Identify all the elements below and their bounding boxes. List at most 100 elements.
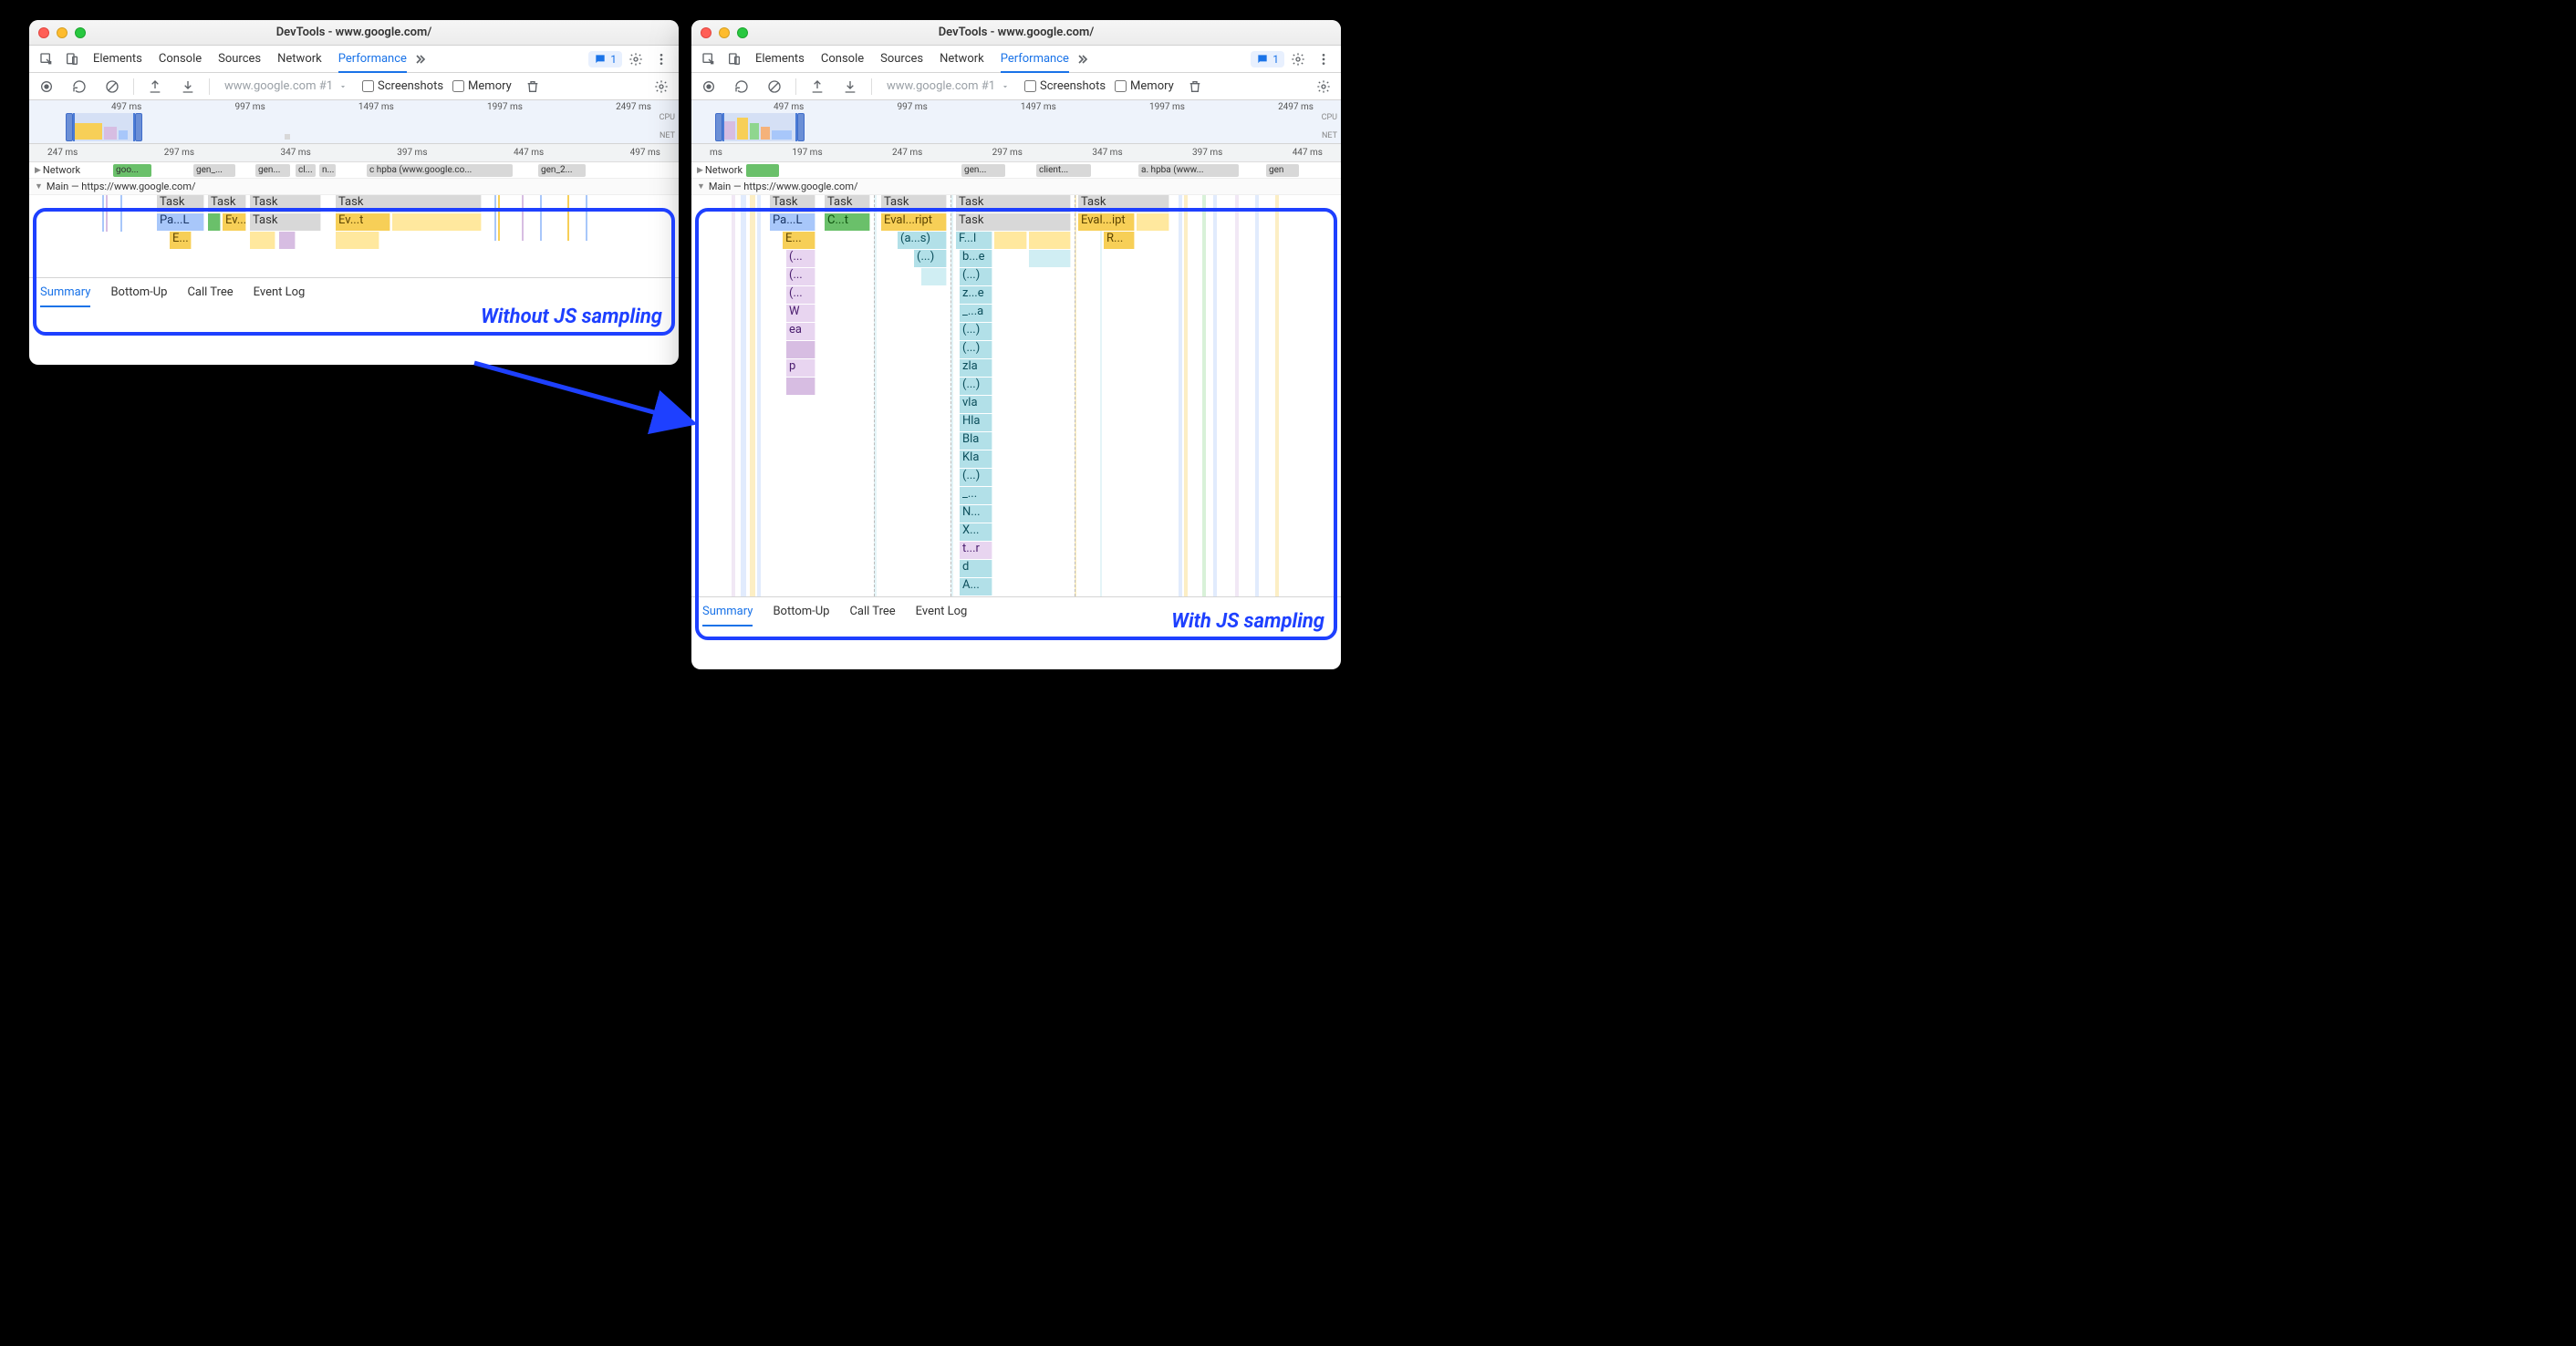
tab-console[interactable]: Console	[159, 46, 202, 73]
flame-entry[interactable]: C...t	[825, 213, 870, 231]
gc-icon[interactable]	[1183, 75, 1207, 98]
inspect-icon[interactable]	[697, 47, 721, 71]
flame-entry[interactable]	[336, 232, 379, 249]
tab-performance[interactable]: Performance	[1001, 46, 1069, 73]
overview-handle-right[interactable]	[135, 113, 142, 141]
flame-entry[interactable]: _...a	[960, 305, 992, 322]
flame-entry[interactable]: Pa...L	[157, 213, 204, 231]
memory-checkbox[interactable]: Memory	[452, 79, 512, 93]
reload-icon[interactable]	[730, 75, 753, 98]
flame-entry[interactable]	[250, 232, 275, 249]
flame-entry[interactable]: z...e	[960, 286, 992, 304]
flame-entry[interactable]	[786, 341, 815, 358]
settings-icon[interactable]	[1286, 47, 1310, 71]
network-request-chip[interactable]: n...	[319, 164, 336, 177]
overview-handle-left[interactable]	[715, 113, 722, 141]
flame-entry[interactable]: Task	[336, 195, 482, 212]
gc-icon[interactable]	[521, 75, 545, 98]
flame-entry[interactable]	[921, 268, 947, 285]
overview-handle-left[interactable]	[66, 113, 73, 141]
flame-entry[interactable]: d	[960, 560, 992, 577]
network-request-chip[interactable]: cl...	[296, 164, 316, 177]
flame-entry[interactable]: (...	[786, 250, 815, 267]
memory-checkbox[interactable]: Memory	[1115, 79, 1174, 93]
flame-entry[interactable]: t...r	[960, 542, 992, 559]
network-request-chip[interactable]: a. hpba (www...	[1138, 164, 1239, 177]
tab-elements[interactable]: Elements	[93, 46, 142, 73]
flame-entry[interactable]: Eval...ript	[881, 213, 947, 231]
network-request-chip[interactable]: gen...	[255, 164, 290, 177]
tab-sources[interactable]: Sources	[218, 46, 261, 73]
flame-entry[interactable]: Task	[956, 213, 1071, 231]
tab-elements[interactable]: Elements	[755, 46, 805, 73]
device-icon[interactable]	[60, 47, 84, 71]
perf-settings-icon[interactable]	[649, 75, 673, 98]
flame-entry[interactable]: X...	[960, 523, 992, 541]
flame-entry[interactable]: A...	[960, 578, 992, 595]
flame-entry[interactable]: (...)	[960, 268, 992, 285]
kebab-icon[interactable]	[649, 47, 673, 71]
network-request-chip[interactable]: client...	[1036, 164, 1091, 177]
flame-entry[interactable]: E...	[170, 232, 192, 249]
recording-dropdown[interactable]: www.google.com #1	[881, 79, 1015, 93]
settings-icon[interactable]	[624, 47, 648, 71]
flame-entry[interactable]: ea	[786, 323, 815, 340]
flame-entry[interactable]: (...	[786, 268, 815, 285]
download-icon[interactable]	[176, 75, 200, 98]
flame-entry[interactable]: Kla	[960, 450, 992, 468]
record-icon[interactable]	[35, 75, 58, 98]
network-request-chip[interactable]: gen	[1266, 164, 1299, 177]
flame-entry[interactable]: N...	[960, 505, 992, 523]
inspect-icon[interactable]	[35, 47, 58, 71]
network-request-chip[interactable]: c hpba (www.google.co...	[367, 164, 513, 177]
flame-entry[interactable]	[786, 378, 815, 395]
main-track-header[interactable]: ▼ Main — https://www.google.com/	[691, 179, 1341, 195]
screenshots-checkbox[interactable]: Screenshots	[1024, 79, 1106, 93]
flame-entry[interactable]: Task	[770, 195, 815, 212]
flame-entry[interactable]: _...	[960, 487, 992, 504]
titlebar[interactable]: DevTools - www.google.com/	[691, 20, 1341, 46]
flame-chart[interactable]: TaskTaskTaskTaskPa...LEv...tTaskEv...tE.…	[29, 195, 679, 277]
flame-entry[interactable]	[208, 213, 221, 231]
flame-entry[interactable]: R...	[1104, 232, 1135, 249]
network-track[interactable]: ▶ Network goo...gen_...gen...cl...n...c …	[29, 162, 679, 179]
flame-entry[interactable]	[1137, 213, 1169, 231]
tab-calltree[interactable]: Call Tree	[187, 278, 233, 307]
clear-icon[interactable]	[100, 75, 124, 98]
issues-badge[interactable]: 1	[1251, 51, 1284, 67]
flame-entry[interactable]: Task	[881, 195, 947, 212]
flame-entry[interactable]	[994, 232, 1027, 249]
perf-settings-icon[interactable]	[1312, 75, 1335, 98]
network-request-chip[interactable]	[746, 164, 779, 177]
tab-calltree[interactable]: Call Tree	[849, 597, 895, 626]
reload-icon[interactable]	[68, 75, 91, 98]
main-track-header[interactable]: ▼ Main — https://www.google.com/	[29, 179, 679, 195]
flame-entry[interactable]: Hla	[960, 414, 992, 431]
upload-icon[interactable]	[805, 75, 829, 98]
flame-entry[interactable]: Bla	[960, 432, 992, 450]
flame-entry[interactable]: (a...s)	[898, 232, 947, 249]
tab-bottomup[interactable]: Bottom-Up	[773, 597, 829, 626]
tab-eventlog[interactable]: Event Log	[254, 278, 306, 307]
flame-entry[interactable]: (...)	[914, 250, 947, 267]
screenshots-checkbox[interactable]: Screenshots	[362, 79, 443, 93]
flame-chart[interactable]: TaskTaskTaskTaskTaskPa...LC...tEval...ri…	[691, 195, 1341, 596]
overview-handle-right[interactable]	[797, 113, 805, 141]
detail-ruler[interactable]: ms197 ms247 ms297 ms347 ms397 ms447 ms	[691, 144, 1341, 162]
flame-entry[interactable]	[1029, 232, 1071, 249]
flame-entry[interactable]: (...	[786, 286, 815, 304]
flame-entry[interactable]: Task	[825, 195, 870, 212]
flame-entry[interactable]: Task	[250, 195, 321, 212]
tab-console[interactable]: Console	[821, 46, 864, 73]
tab-sources[interactable]: Sources	[880, 46, 923, 73]
flame-entry[interactable]: (...)	[960, 323, 992, 340]
disclosure-icon[interactable]: ▼	[35, 181, 43, 192]
flame-entry[interactable]: b...e	[960, 250, 992, 267]
flame-entry[interactable]: (...)	[960, 469, 992, 486]
kebab-icon[interactable]	[1312, 47, 1335, 71]
flame-entry[interactable]: Task	[956, 195, 1071, 212]
flame-entry[interactable]: zla	[960, 359, 992, 377]
flame-entry[interactable]: p	[786, 359, 815, 377]
tab-eventlog[interactable]: Event Log	[916, 597, 968, 626]
network-request-chip[interactable]: gen...	[961, 164, 1005, 177]
